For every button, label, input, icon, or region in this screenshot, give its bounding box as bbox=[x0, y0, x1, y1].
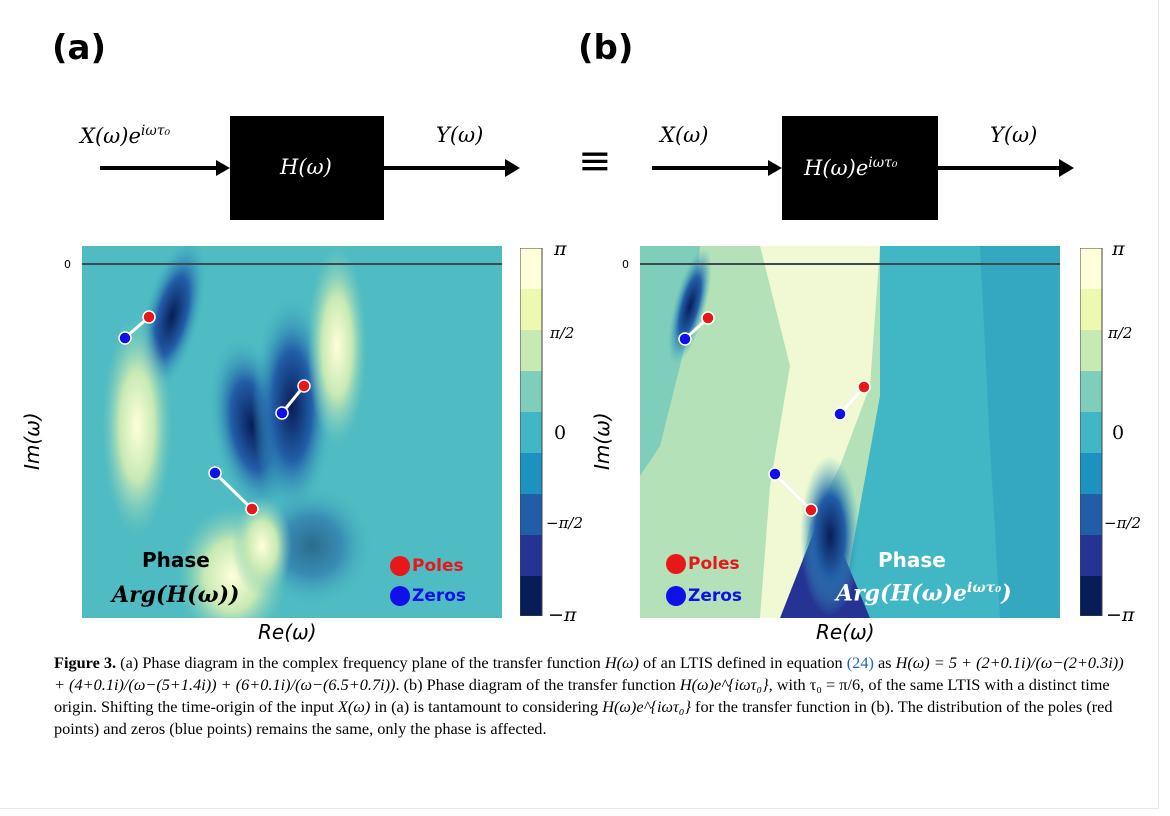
cbar-tick-neg-pi-half-b: −π/2 bbox=[1104, 514, 1142, 532]
legend-poles-b: Poles bbox=[688, 554, 740, 574]
legend-zero-marker-a bbox=[390, 586, 410, 606]
panel-label-b: (b) bbox=[578, 28, 634, 68]
phase-plot-a bbox=[82, 246, 502, 618]
zero-marker-b1 bbox=[678, 332, 692, 346]
pole-marker-1 bbox=[142, 310, 156, 324]
zero-marker-2 bbox=[208, 466, 222, 480]
output-label-b: Y(ω) bbox=[990, 123, 1038, 147]
legend-zero-marker-b bbox=[666, 586, 686, 606]
legend-poles-a: Poles bbox=[412, 556, 464, 576]
colorbar-strip-b bbox=[1080, 248, 1103, 616]
legend-pole-marker-a bbox=[390, 556, 410, 576]
input-label-a: X(ω)eiωτ₀ bbox=[80, 123, 171, 148]
phase-formula-a: Arg(H(ω)) bbox=[112, 582, 240, 608]
panel-label-a: (a) bbox=[52, 28, 107, 68]
input-label-b: X(ω) bbox=[660, 123, 709, 147]
phase-formula-b: Arg(H(ω)eiωτ₀) bbox=[836, 580, 1012, 607]
equation-reference-link[interactable]: (24) bbox=[846, 653, 874, 672]
legend-zeros-b: Zeros bbox=[688, 586, 743, 606]
y-tick-a: 0 bbox=[64, 258, 71, 271]
cbar-tick-pi-b: π bbox=[1112, 238, 1125, 260]
xlabel-b: Re(ω) bbox=[816, 620, 875, 644]
transfer-box-b bbox=[782, 116, 938, 220]
phase-plot-b bbox=[640, 246, 1060, 618]
figure-caption: Figure 3. (a) Phase diagram in the compl… bbox=[54, 653, 1124, 738]
zero-marker-b2 bbox=[768, 467, 782, 481]
pole-marker-b1 bbox=[701, 311, 715, 325]
arrows-a bbox=[100, 159, 520, 177]
cbar-tick-pi-half-b: π/2 bbox=[1108, 324, 1133, 342]
cbar-tick-zero-a: 0 bbox=[554, 422, 567, 444]
output-label-a: Y(ω) bbox=[436, 123, 484, 147]
phase-title-b: Phase bbox=[878, 548, 946, 572]
box-label-a: H(ω) bbox=[280, 155, 332, 179]
pole-marker-b2 bbox=[804, 503, 818, 517]
box-label-b: H(ω)eiωτ₀ bbox=[804, 155, 898, 180]
zero-marker-1 bbox=[118, 331, 132, 345]
cbar-tick-neg-pi-b: −π bbox=[1106, 604, 1135, 626]
cbar-tick-pi-a: π bbox=[554, 238, 567, 260]
transfer-box-a bbox=[230, 116, 384, 220]
pole-marker-2 bbox=[245, 502, 259, 516]
y-tick-b: 0 bbox=[622, 258, 629, 271]
cbar-tick-neg-pi-a: −π bbox=[548, 604, 577, 626]
cbar-tick-pi-half-a: π/2 bbox=[550, 324, 575, 342]
pole-marker-3 bbox=[297, 379, 311, 393]
phase-title-a: Phase bbox=[142, 548, 210, 572]
arrows-b bbox=[652, 159, 1074, 177]
ylabel-b: Im(ω) bbox=[590, 412, 614, 470]
zero-marker-b3 bbox=[833, 407, 847, 421]
caption-formula: H(ω) = 5 + (2+0.1i)/(ω−(2+0.3i)) + (4+0.… bbox=[54, 653, 1124, 694]
equivalence-symbol: ≡ bbox=[578, 138, 612, 184]
caption-figure-label: Figure 3. bbox=[54, 653, 117, 672]
colorbar-strip-a bbox=[520, 248, 543, 616]
zero-marker-3 bbox=[275, 406, 289, 420]
cbar-tick-neg-pi-half-a: −π/2 bbox=[546, 514, 584, 532]
pole-marker-b3 bbox=[857, 380, 871, 394]
ylabel-a: Im(ω) bbox=[20, 412, 44, 470]
cbar-tick-zero-b: 0 bbox=[1112, 422, 1125, 444]
legend-zeros-a: Zeros bbox=[412, 586, 467, 606]
xlabel-a: Re(ω) bbox=[258, 620, 317, 644]
legend-pole-marker-b bbox=[666, 554, 686, 574]
